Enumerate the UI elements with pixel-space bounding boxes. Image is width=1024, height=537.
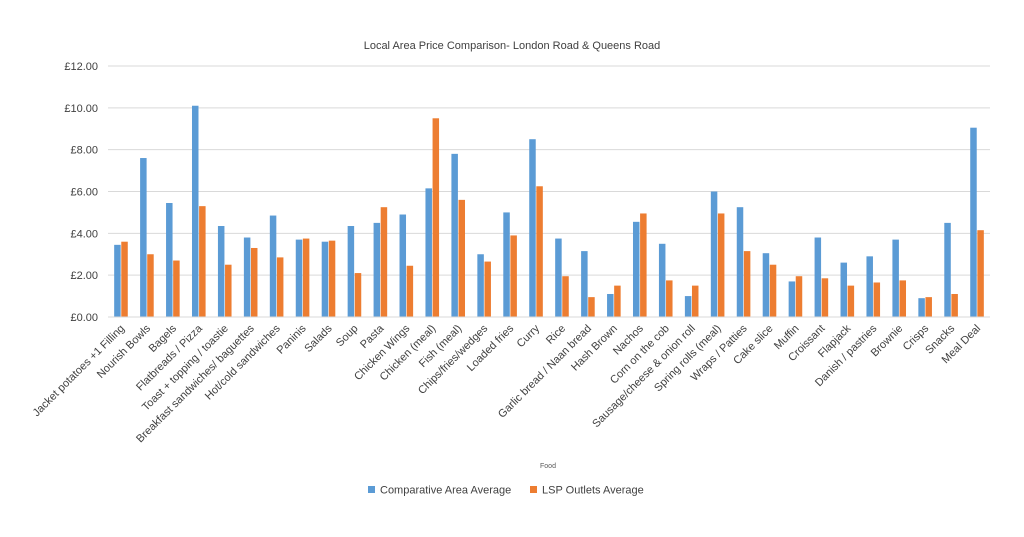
bar-comparative [555, 238, 562, 317]
bar-lsp [691, 285, 699, 318]
bar-lsp [199, 206, 206, 317]
bar-lsp [406, 265, 414, 317]
bar-lsp [925, 297, 932, 317]
bar-lsp [328, 240, 336, 317]
gridlines [108, 65, 990, 276]
bar-lsp [821, 278, 829, 317]
bar-comparative [191, 105, 199, 318]
chart-title: Local Area Price Comparison- London Road… [364, 40, 661, 52]
x-category-label: Soup [334, 323, 361, 350]
bar-comparative [425, 188, 432, 317]
bar-lsp [354, 273, 362, 317]
bar-lsp [484, 261, 491, 317]
legend-label: LSP Outlets Average [542, 485, 644, 497]
bar-comparative [114, 244, 121, 317]
bars [114, 105, 984, 318]
y-tick-label: £10.00 [64, 103, 98, 115]
bar-lsp [717, 213, 725, 317]
bar-lsp [743, 251, 751, 317]
bar-comparative [607, 293, 614, 317]
y-tick-label: £8.00 [70, 145, 98, 157]
bar-lsp [562, 276, 569, 317]
bar-lsp [951, 293, 958, 317]
bar-comparative [477, 254, 484, 317]
bar-comparative [243, 237, 251, 317]
bar-lsp [847, 285, 855, 318]
bar-lsp [173, 260, 180, 317]
bar-lsp [588, 297, 595, 317]
bar-lsp [147, 254, 154, 317]
bar-lsp [666, 280, 673, 317]
bar-lsp [795, 276, 803, 317]
bar-lsp [873, 282, 881, 317]
bar-comparative [269, 215, 277, 317]
y-tick-label: £4.00 [70, 228, 98, 240]
x-axis-title: Food [540, 463, 556, 470]
bar-comparative [217, 226, 225, 317]
bar-comparative [866, 256, 873, 317]
bar-comparative [684, 296, 692, 317]
bar-comparative [581, 251, 588, 317]
bar-comparative [736, 207, 744, 317]
bar-comparative [944, 222, 951, 318]
bar-comparative [166, 203, 173, 317]
bar-lsp [614, 285, 621, 318]
legend-swatch [530, 486, 537, 493]
bar-lsp [302, 238, 310, 317]
bar-comparative [918, 298, 925, 317]
bar-lsp [458, 199, 466, 317]
bar-comparative [762, 253, 770, 317]
bar-lsp [640, 213, 647, 317]
bar-comparative [814, 237, 822, 317]
x-category-label: Paninis [275, 322, 309, 356]
x-category-label: Salads [302, 322, 335, 355]
legend: Comparative Area Average LSP Outlets Aver… [368, 485, 644, 497]
bar-lsp [769, 264, 777, 317]
bar-comparative [347, 226, 355, 317]
bar-lsp [536, 186, 543, 317]
y-tick-label: £0.00 [70, 312, 98, 324]
bar-comparative [840, 262, 848, 317]
bar-comparative [892, 239, 899, 317]
x-category-label: Curry [515, 322, 543, 350]
bar-comparative [399, 214, 407, 317]
bar-lsp [977, 230, 984, 317]
y-tick-label: £6.00 [70, 187, 98, 199]
bar-comparative [970, 127, 977, 317]
legend-label: Comparative Area Average [380, 485, 511, 497]
bar-lsp [121, 241, 128, 317]
bar-lsp [250, 247, 258, 317]
bar-comparative [140, 158, 147, 317]
bar-lsp [380, 207, 388, 317]
bar-lsp [225, 264, 232, 317]
bar-comparative [710, 191, 718, 317]
bar-lsp [276, 257, 284, 317]
bar-comparative [788, 281, 796, 317]
y-tick-label: £2.00 [70, 270, 98, 282]
bar-comparative [632, 221, 640, 317]
y-tick-label: £12.00 [64, 61, 98, 73]
bar-lsp [899, 280, 907, 317]
bar-comparative [451, 153, 458, 317]
bar-comparative [503, 212, 510, 317]
bar-comparative [373, 222, 381, 318]
bar-comparative [295, 239, 303, 317]
legend-swatch [368, 486, 375, 493]
bar-comparative [321, 241, 329, 317]
bar-comparative [529, 139, 536, 317]
bar-lsp [510, 235, 517, 317]
y-axis-tick-labels: £0.00 £2.00 £4.00 £6.00 £8.00 £10.00 £12.00 [64, 61, 98, 324]
bar-lsp [432, 118, 440, 317]
bar-comparative [658, 243, 666, 317]
